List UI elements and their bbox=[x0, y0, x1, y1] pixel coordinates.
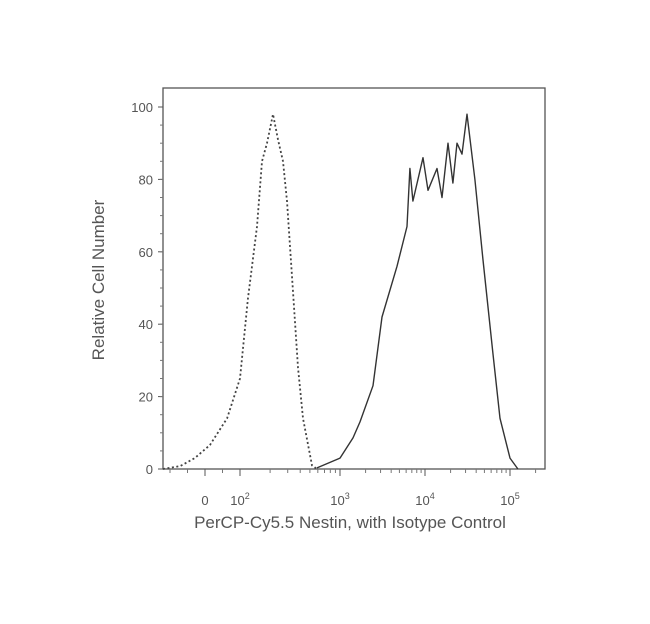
x-axis-label: PerCP-Cy5.5 Nestin, with Isotype Control bbox=[194, 513, 506, 532]
y-tick-label: 100 bbox=[131, 100, 153, 115]
y-tick-label: 20 bbox=[139, 390, 153, 405]
x-tick-label: 104 bbox=[415, 491, 434, 508]
plot-frame bbox=[162, 87, 546, 470]
x-tick-label: 103 bbox=[330, 491, 349, 508]
isotype-control-curve bbox=[162, 113, 318, 470]
x-tick-label: 105 bbox=[500, 491, 519, 508]
y-tick-label: 0 bbox=[146, 462, 153, 477]
nestin-curve bbox=[316, 113, 519, 470]
x-tick-label: 0 bbox=[201, 493, 208, 508]
y-tick-label: 80 bbox=[139, 172, 153, 187]
y-axis-label: Relative Cell Number bbox=[89, 199, 108, 360]
y-tick-label: 40 bbox=[139, 317, 153, 332]
y-tick-label: 60 bbox=[139, 245, 153, 260]
x-tick-label: 102 bbox=[230, 491, 249, 508]
